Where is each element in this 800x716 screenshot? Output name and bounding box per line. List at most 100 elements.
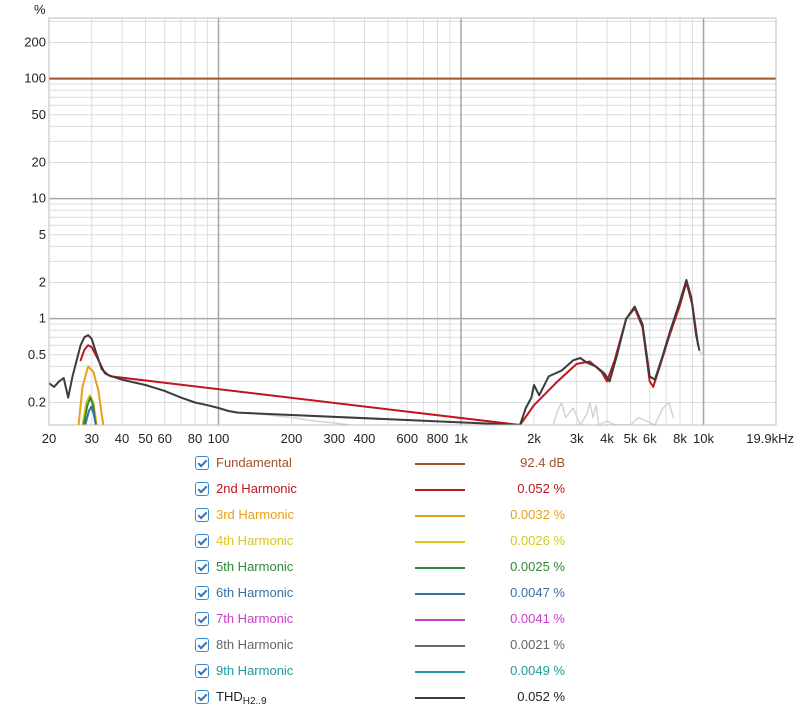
legend-swatch — [415, 671, 465, 673]
legend-row-thd: THDH2..9 0.052 % — [195, 687, 595, 713]
y-tick-label: 0.2 — [28, 395, 46, 410]
legend-value: 92.4 dB — [520, 455, 565, 470]
legend-row-5th-harmonic: 5th Harmonic 0.0025 % — [195, 557, 595, 583]
x-tick-label: 2k — [527, 431, 541, 446]
x-tick-label: 30 — [84, 431, 98, 446]
x-tick-label: 4k — [600, 431, 614, 446]
legend-label-text: 8th Harmonic — [216, 637, 294, 652]
series-line-noise-residue — [552, 401, 674, 425]
legend-value: 0.0026 % — [510, 533, 565, 548]
checkbox-icon[interactable] — [195, 586, 209, 600]
legend-row-7th-harmonic: 7th Harmonic 0.0041 % — [195, 609, 595, 635]
legend-label: Fundamental — [216, 455, 292, 470]
legend-label: 7th Harmonic — [216, 611, 293, 626]
x-tick-label: 100 — [208, 431, 230, 446]
y-tick-label: 10 — [32, 191, 46, 206]
legend: Fundamental 92.4 dB 2nd Harmonic 0.052 % 3rd… — [195, 453, 595, 713]
legend-label-text: 6th Harmonic — [216, 585, 294, 600]
thd-chart: 200 100 50 20 10 5 2 1 0.5 0.2 20 30 40 50 60 80 100 200… — [24, 2, 794, 446]
x-axis-labels: 20 30 40 50 60 80 100 200 300 400 600 800 1k 2k 3k 4k 5k… — [42, 431, 794, 446]
legend-value: 0.0049 % — [510, 663, 565, 678]
x-tick-label: 1k — [454, 431, 468, 446]
x-tick-label: 600 — [396, 431, 418, 446]
legend-swatch — [415, 619, 465, 621]
x-tick-label: 800 — [427, 431, 449, 446]
legend-label: 2nd Harmonic — [216, 481, 297, 496]
x-tick-label: 10k — [693, 431, 714, 446]
y-tick-label: 1 — [39, 311, 46, 326]
legend-label: 3rd Harmonic — [216, 507, 294, 522]
y-tick-label: 50 — [32, 107, 46, 122]
x-tick-label: 200 — [281, 431, 303, 446]
y-tick-label: 2 — [39, 275, 46, 290]
checkbox-icon[interactable] — [195, 482, 209, 496]
x-tick-label: 6k — [643, 431, 657, 446]
checkbox-icon[interactable] — [195, 612, 209, 626]
legend-label-text: 4th Harmonic — [216, 533, 294, 548]
legend-label: THDH2..9 — [216, 689, 267, 707]
x-tick-label: 300 — [323, 431, 345, 446]
legend-label-text: THD — [216, 689, 243, 704]
x-tick-label: 19.9kHz — [746, 431, 794, 446]
legend-label-text: 9th Harmonic — [216, 663, 294, 678]
x-tick-label: 8k — [673, 431, 687, 446]
checkbox-icon[interactable] — [195, 664, 209, 678]
x-tick-label: 60 — [157, 431, 171, 446]
legend-value: 0.052 % — [517, 689, 565, 704]
legend-label: 6th Harmonic — [216, 585, 293, 600]
legend-label-text: 3rd Harmonic — [216, 507, 295, 522]
legend-swatch — [415, 463, 465, 465]
y-tick-label: 5 — [39, 227, 46, 242]
legend-label-text: 7th Harmonic — [216, 611, 294, 626]
y-tick-label: 200 — [24, 34, 46, 49]
legend-swatch — [415, 593, 465, 595]
legend-row-9th-harmonic: 9th Harmonic 0.0049 % — [195, 661, 595, 687]
legend-value: 0.0032 % — [510, 507, 565, 522]
checkbox-icon[interactable] — [195, 508, 209, 522]
plot-frame — [48, 17, 777, 426]
checkbox-icon[interactable] — [195, 690, 209, 704]
x-tick-label: 40 — [115, 431, 129, 446]
series-line-3rd-harmonic — [77, 365, 105, 425]
series-layer — [49, 77, 776, 425]
y-tick-label: 0.5 — [28, 347, 46, 362]
legend-row-8th-harmonic: 8th Harmonic 0.0021 % — [195, 635, 595, 661]
legend-value: 0.0021 % — [510, 637, 565, 652]
legend-row-3rd-harmonic: 3rd Harmonic 0.0032 % — [195, 505, 595, 531]
legend-row-6th-harmonic: 6th Harmonic 0.0047 % — [195, 583, 595, 609]
legend-label-text: Fundamental — [216, 455, 292, 470]
legend-label: 9th Harmonic — [216, 663, 293, 678]
x-tick-label: 5k — [624, 431, 638, 446]
checkbox-icon[interactable] — [195, 560, 209, 574]
legend-row-4th-harmonic: 4th Harmonic 0.0026 % — [195, 531, 595, 557]
legend-swatch — [415, 567, 465, 569]
legend-row-fundamental: Fundamental 92.4 dB — [195, 453, 595, 479]
x-tick-label: 400 — [354, 431, 376, 446]
x-tick-label: 3k — [570, 431, 584, 446]
legend-swatch — [415, 645, 465, 647]
legend-swatch — [415, 515, 465, 517]
legend-swatch — [415, 697, 465, 699]
legend-row-2nd-harmonic: 2nd Harmonic 0.052 % — [195, 479, 595, 505]
legend-value: 0.052 % — [517, 481, 565, 496]
legend-label: 5th Harmonic — [216, 559, 293, 574]
minor-grid — [49, 18, 776, 425]
legend-label: 4th Harmonic — [216, 533, 293, 548]
x-tick-label: 50 — [138, 431, 152, 446]
legend-value: 0.0041 % — [510, 611, 565, 626]
legend-value: 0.0047 % — [510, 585, 565, 600]
legend-label-text: 2nd Harmonic — [216, 481, 297, 496]
x-tick-label: 80 — [188, 431, 202, 446]
y-tick-label: 20 — [32, 155, 46, 170]
y-tick-label: 100 — [24, 71, 46, 86]
series-line-2nd-harmonic — [79, 281, 700, 425]
series-line-6th-harmonic — [84, 405, 97, 425]
legend-value: 0.0025 % — [510, 559, 565, 574]
y-axis-labels: 200 100 50 20 10 5 2 1 0.5 0.2 — [24, 34, 46, 409]
checkbox-icon[interactable] — [195, 638, 209, 652]
checkbox-icon[interactable] — [195, 456, 209, 470]
legend-swatch — [415, 489, 465, 491]
legend-label: 8th Harmonic — [216, 637, 293, 652]
legend-label-text: 5th Harmonic — [216, 559, 294, 574]
checkbox-icon[interactable] — [195, 534, 209, 548]
